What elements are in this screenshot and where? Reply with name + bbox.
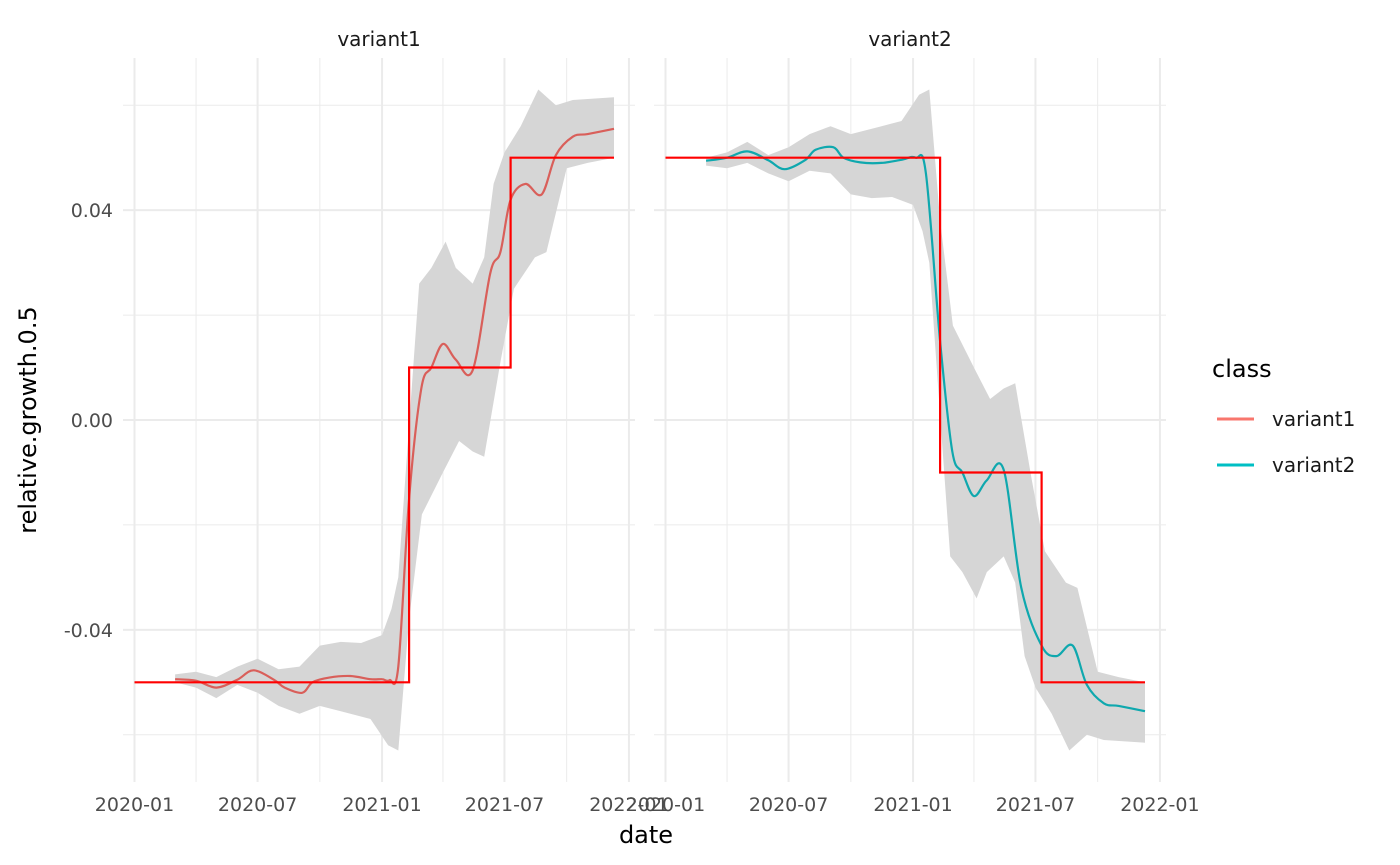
y-axis-title: relative.growth.0.5 [14, 306, 42, 533]
plot-panels: variant1 variant2 [123, 27, 1166, 782]
x-tick-label: 2020-01 [626, 794, 705, 816]
estimate-line-variant2 [705, 145, 1146, 713]
x-tick-label: 2020-01 [95, 794, 174, 816]
confidence-band-variant2 [706, 89, 1145, 751]
true-growth-step-variant2 [665, 156, 1145, 684]
x-tick-label: 2021-01 [342, 794, 421, 816]
panel-variant2: variant2 [654, 27, 1166, 782]
facet-label-variant1: variant1 [337, 27, 420, 51]
x-tick-label: 2022-01 [1120, 794, 1199, 816]
x-tick-label: 2022-01 [589, 794, 668, 816]
legend-title: class [1212, 355, 1272, 383]
y-tick-label: 0.00 [71, 410, 113, 432]
y-axis-tick-labels: -0.04 0.00 0.04 [64, 200, 113, 642]
legend-label-variant2: variant2 [1272, 453, 1355, 477]
legend-label-variant1: variant1 [1272, 407, 1355, 431]
x-axis-tick-labels: 2020-01 2020-07 2021-01 2021-07 2022-012020-… [95, 794, 1200, 816]
x-tick-label: 2021-07 [465, 794, 544, 816]
y-tick-label: -0.04 [64, 620, 113, 642]
facet-label-variant2: variant2 [868, 27, 951, 51]
true-growth-step-variant1 [134, 156, 614, 684]
x-tick-label: 2020-07 [749, 794, 828, 816]
x-tick-label: 2020-07 [218, 794, 297, 816]
estimate-line-variant1 [175, 127, 615, 695]
legend: class variant1 variant2 [1212, 355, 1355, 477]
x-axis-title: date [619, 821, 673, 849]
x-tick-label: 2021-07 [996, 794, 1075, 816]
panel-variant1: variant1 [123, 27, 635, 782]
confidence-band-variant1 [175, 89, 614, 751]
y-tick-label: 0.04 [71, 200, 113, 222]
x-tick-label: 2021-01 [873, 794, 952, 816]
